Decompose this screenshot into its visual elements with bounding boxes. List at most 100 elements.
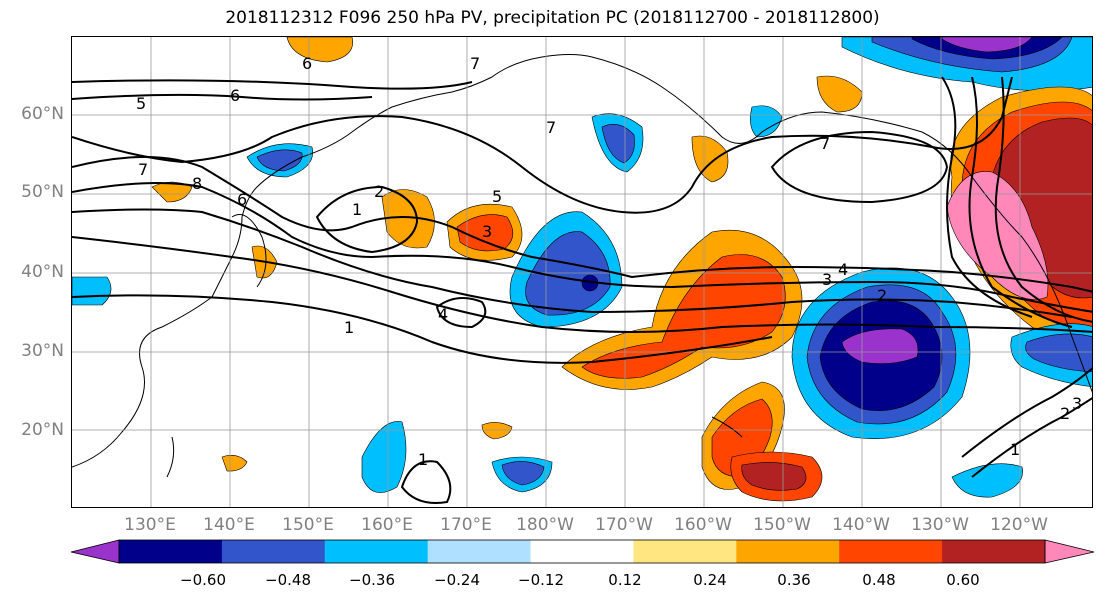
pv-contour: [961, 367, 1092, 458]
colorbar-segment: [839, 540, 943, 563]
lon-label: 130°W: [911, 515, 969, 535]
colorbar-segment: [119, 540, 223, 563]
precip-region: [456, 214, 514, 252]
colorbar-frame: [118, 539, 1046, 564]
colorbar-tick-label: 0.60: [946, 571, 980, 589]
lat-label: 60°N: [21, 104, 64, 124]
contour-label: 5: [136, 94, 146, 113]
pv-contour: [72, 236, 1092, 333]
colorbar-segment: [633, 540, 737, 563]
colorbar-segment: [324, 540, 429, 563]
graticule-layer: [72, 37, 1092, 507]
lon-label: 130°E: [124, 515, 176, 535]
pv-contour: [72, 93, 373, 101]
lon-label: 170°W: [595, 515, 653, 535]
map-canvas: 6 5 6 7 7 7 8 6 5 1 2 3 4 7 3 2 4 1 1 1 …: [72, 37, 1092, 507]
precip-region: [501, 461, 545, 486]
precip-region: [286, 37, 354, 63]
precip-region: [951, 463, 1023, 498]
pv-contour: [400, 460, 452, 504]
contour-label: 2: [1060, 404, 1070, 423]
pv-contour: [72, 79, 473, 90]
colorbar-tick-label: 0.48: [862, 571, 896, 589]
precip-region: [481, 422, 513, 440]
colorbar-segment: [221, 540, 326, 563]
contour-label: 1: [1010, 440, 1020, 459]
precip-region: [256, 149, 303, 172]
lon-label: 180°W: [516, 515, 574, 535]
contour-label: 4: [838, 260, 848, 279]
pv-contour: [971, 397, 1092, 478]
colorbar-tick-label: −0.12: [518, 571, 564, 589]
lat-label: 20°N: [21, 420, 64, 440]
precip-region: [221, 455, 248, 472]
map-title: 2018112312 F096 250 hPa PV, precipitatio…: [225, 8, 880, 28]
precip-region: [750, 105, 783, 138]
precip-region: [581, 254, 786, 379]
precip-region: [841, 328, 919, 364]
contour-label: 1: [418, 450, 428, 469]
precip-region: [601, 124, 635, 164]
colorbar-segment: [736, 540, 840, 563]
colorbar-segment: [530, 540, 634, 563]
lon-label: 150°E: [282, 515, 334, 535]
contour-label: 6: [230, 86, 240, 105]
colorbar-tick-label: 0.36: [777, 571, 811, 589]
lon-label: 160°W: [674, 515, 732, 535]
colorbar-segment: [942, 540, 1046, 563]
lon-label: 140°E: [203, 515, 255, 535]
pv-contour: [770, 130, 949, 204]
pv-contour: [941, 76, 1033, 318]
contour-label: 7: [546, 118, 556, 137]
contour-label: 7: [138, 160, 148, 179]
precip-region: [1025, 333, 1092, 373]
lon-label: 160°E: [361, 515, 413, 535]
contour-label: 1: [352, 200, 362, 219]
pv-contour: [994, 76, 1092, 323]
contour-label: 2: [374, 182, 384, 201]
colorbar: [70, 539, 1095, 564]
contour-label: 5: [492, 187, 502, 206]
colorbar-tick-label: −0.24: [434, 571, 480, 589]
lon-label: 140°W: [832, 515, 890, 535]
lon-label: 150°W: [753, 515, 811, 535]
precip-region: [691, 135, 729, 183]
contour-label: 3: [822, 270, 832, 289]
contour-label: 7: [820, 134, 830, 153]
contour-label: 6: [237, 190, 247, 209]
pv-contour: [72, 156, 1092, 293]
colorbar-tick-label: 0.24: [693, 571, 727, 589]
contour-label: 6: [302, 54, 312, 73]
coastline: [231, 214, 267, 288]
pv-contour: [72, 182, 1092, 313]
colorbar-tick-label: −0.60: [180, 571, 226, 589]
pv-contour: [72, 208, 1073, 318]
pv-contour: [72, 76, 1013, 214]
contour-label: 8: [192, 174, 202, 193]
precip-region: [941, 37, 1033, 53]
pv-contour: [72, 294, 773, 364]
colorbar-extend-high: [1044, 539, 1095, 564]
pv-contour: [315, 185, 419, 254]
colorbar-tick-label: −0.48: [265, 571, 311, 589]
lon-label: 120°W: [990, 515, 1048, 535]
colorbar-extend-low: [70, 539, 120, 564]
precip-region: [741, 462, 807, 491]
precip-region: [361, 421, 407, 493]
lon-label: 170°E: [440, 515, 492, 535]
pv-contour: [435, 297, 487, 329]
coastline: [166, 436, 175, 478]
contour-label: 1: [344, 318, 354, 337]
contour-label: 7: [470, 54, 480, 73]
map-panel: 6 5 6 7 7 7 8 6 5 1 2 3 4 7 3 2 4 1 1 1 …: [71, 36, 1093, 508]
contour-label-layer: 6 5 6 7 7 7 8 6 5 1 2 3 4 7 3 2 4 1 1 1 …: [136, 54, 1082, 469]
colorbar-tick-label: 0.12: [608, 571, 642, 589]
contour-label: 3: [482, 222, 492, 241]
precip-region: [816, 75, 863, 113]
lat-label: 40°N: [21, 262, 64, 282]
colorbar-segment: [427, 540, 532, 563]
pv-contour: [968, 76, 1073, 328]
colorbar-tick-label: −0.36: [349, 571, 395, 589]
precip-region: [72, 276, 112, 306]
precipitation-fill-layer: [72, 37, 1092, 502]
